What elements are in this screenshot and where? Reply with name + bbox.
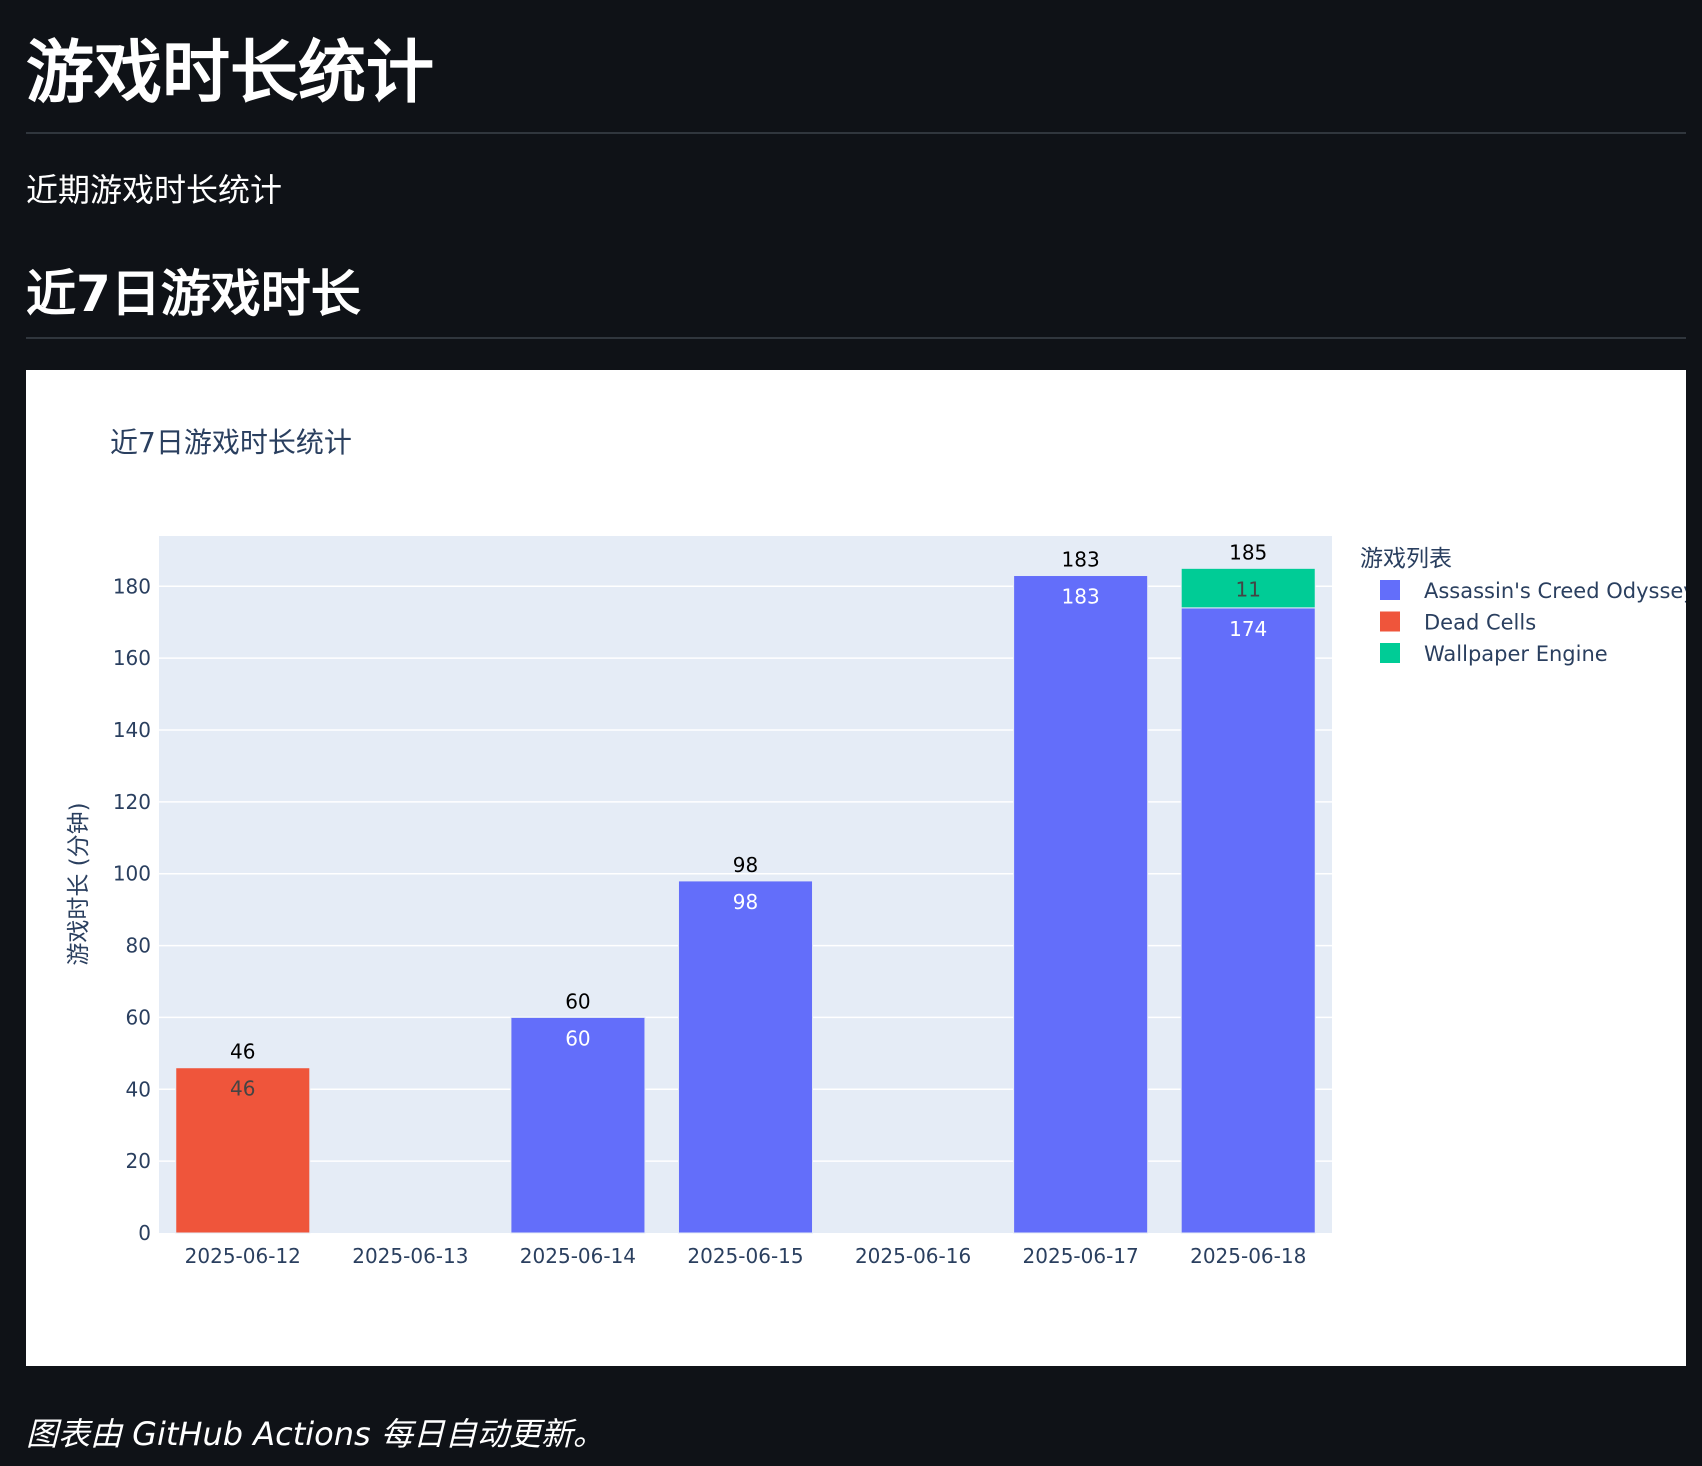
bar-segment-label: 174 <box>1229 617 1267 641</box>
y-tick-label: 80 <box>126 934 151 958</box>
bar-segment-label: 60 <box>565 1026 590 1050</box>
footnote: 图表由 GitHub Actions 每日自动更新。 <box>26 1415 605 1453</box>
section-divider <box>26 337 1686 339</box>
bars <box>175 567 1316 1234</box>
x-tick-label: 2025-06-13 <box>352 1244 468 1268</box>
bar-labels: 46 46 60 60 98 98 183 183 174 11 185 <box>230 540 1267 1100</box>
legend-swatch[interactable] <box>1380 643 1400 663</box>
bar-segment <box>510 1016 646 1234</box>
bar-total-label: 98 <box>733 853 758 877</box>
bar-total-label: 183 <box>1062 548 1100 572</box>
y-tick-label: 160 <box>113 646 151 670</box>
y-tick-label: 0 <box>138 1221 151 1245</box>
bar-total-label: 46 <box>230 1040 255 1064</box>
bar-segment <box>1180 607 1316 1234</box>
bar-total-label: 60 <box>565 989 590 1013</box>
bar-segment-label: 46 <box>230 1077 255 1101</box>
y-tick-label: 60 <box>126 1005 151 1029</box>
x-tick-label: 2025-06-15 <box>687 1244 803 1268</box>
legend-item-label[interactable]: Assassin's Creed Odyssey <box>1424 579 1686 603</box>
section-title: 近7日游戏时长 <box>26 265 361 323</box>
legend-swatch[interactable] <box>1380 611 1400 632</box>
x-tick-label: 2025-06-18 <box>1190 1244 1306 1268</box>
x-tick-label: 2025-06-14 <box>520 1244 636 1268</box>
legend-item-label[interactable]: Dead Cells <box>1424 611 1536 635</box>
x-tick-label: 2025-06-17 <box>1023 1244 1139 1268</box>
y-tick-label: 40 <box>126 1077 151 1101</box>
title-divider <box>26 132 1686 134</box>
legend-swatch[interactable] <box>1380 580 1400 600</box>
bar-segment <box>175 1067 311 1234</box>
chart-title: 近7日游戏时长统计 <box>110 426 352 459</box>
legend-item-label[interactable]: Wallpaper Engine <box>1424 642 1608 666</box>
bar-segment-label: 98 <box>733 890 758 914</box>
y-tick-label: 120 <box>113 790 151 814</box>
bar-segment <box>1013 575 1149 1234</box>
chart-panel: 近7日游戏时长统计 46 46 60 60 98 98 183 183 174 11 185 0 20… <box>26 370 1686 1366</box>
bar-total-label: 185 <box>1229 540 1267 564</box>
y-tick-label: 100 <box>113 862 151 886</box>
legend-title: 游戏列表 <box>1360 546 1452 572</box>
y-tick-label: 20 <box>126 1149 151 1173</box>
y-tick-label: 140 <box>113 718 151 742</box>
bar-segment <box>677 880 814 1234</box>
page-title: 游戏时长统计 <box>26 34 435 113</box>
x-tick-label: 2025-06-16 <box>855 1244 971 1268</box>
stacked-bar-chart: 近7日游戏时长统计 46 46 60 60 98 98 183 183 174 11 185 0 20… <box>66 426 1686 1268</box>
page-subtitle: 近期游戏时长统计 <box>26 171 283 209</box>
legend: 游戏列表 Assassin's Creed Odyssey Dead Cells W… <box>1360 546 1686 666</box>
x-axis: 2025-06-12 2025-06-13 2025-06-14 2025-06-15… <box>185 1244 1307 1268</box>
bar-segment-label: 11 <box>1235 577 1260 601</box>
y-tick-label: 180 <box>113 574 151 598</box>
bar-segment <box>1180 567 1316 609</box>
y-axis-title: 游戏时长 (分钟) <box>66 802 92 965</box>
bar-segment-label: 183 <box>1062 585 1100 609</box>
y-axis: 0 20 40 60 80 100 120 140 160 180 <box>113 574 151 1245</box>
x-tick-label: 2025-06-12 <box>185 1244 301 1268</box>
